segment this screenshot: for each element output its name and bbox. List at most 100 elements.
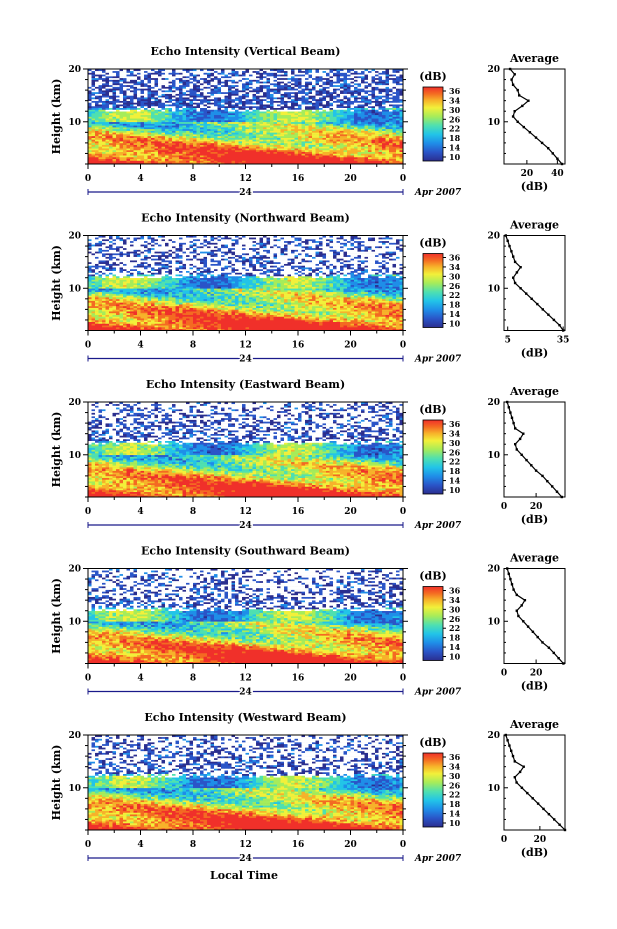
heatmap-cell bbox=[343, 118, 348, 121]
heatmap-cell bbox=[186, 100, 190, 103]
heatmap-cell bbox=[214, 156, 218, 160]
heatmap-cell bbox=[301, 135, 306, 138]
heatmap-cell bbox=[315, 127, 320, 130]
heatmap-cell bbox=[249, 74, 253, 77]
heatmap-cell bbox=[266, 132, 271, 135]
heatmap-cell bbox=[389, 100, 393, 103]
heatmap-cell bbox=[277, 84, 281, 87]
heatmap-cell bbox=[217, 111, 222, 114]
heatmap-cell bbox=[168, 102, 173, 105]
heatmap-cell bbox=[364, 79, 369, 82]
heatmap-cell bbox=[368, 98, 372, 101]
heatmap-cell bbox=[189, 77, 194, 80]
heatmap-cell bbox=[392, 151, 397, 154]
heatmap-cell bbox=[252, 142, 257, 145]
heatmap-cell bbox=[343, 134, 348, 137]
heatmap-cell bbox=[343, 86, 348, 89]
heatmap-cell bbox=[396, 121, 400, 124]
heatmap-cell bbox=[340, 155, 344, 158]
heatmap-cell bbox=[179, 116, 183, 119]
heatmap-cell bbox=[130, 107, 134, 110]
heatmap-cell bbox=[151, 151, 155, 154]
heatmap-cell bbox=[158, 114, 162, 117]
heatmap-cell bbox=[396, 144, 400, 147]
heatmap-cell bbox=[375, 139, 379, 142]
heatmap-cell bbox=[179, 95, 183, 98]
heatmap-cell bbox=[207, 141, 211, 144]
heatmap-cell bbox=[228, 120, 232, 123]
heatmap-cell bbox=[151, 328, 155, 331]
heatmap-cell bbox=[308, 74, 313, 77]
heatmap-cell bbox=[112, 127, 117, 130]
heatmap-cell bbox=[189, 139, 194, 142]
heatmap-cell bbox=[210, 111, 215, 114]
heatmap-cell bbox=[340, 107, 344, 110]
heatmap-cell bbox=[291, 160, 295, 163]
heatmap-cell bbox=[196, 76, 201, 79]
heatmap-cell bbox=[119, 151, 124, 154]
heatmap-cell bbox=[179, 114, 183, 117]
heatmap-cell bbox=[322, 93, 327, 96]
heatmap-cell bbox=[259, 151, 264, 154]
heatmap-cell bbox=[340, 70, 344, 73]
heatmap-cell bbox=[224, 70, 229, 73]
heatmap-cell bbox=[154, 90, 159, 93]
heatmap-cell bbox=[193, 95, 197, 98]
heatmap-cell bbox=[231, 97, 236, 100]
heatmap-cell bbox=[312, 111, 316, 114]
heatmap-cell bbox=[105, 109, 110, 112]
heatmap-cell bbox=[333, 118, 337, 121]
heatmap-cell bbox=[298, 98, 302, 101]
heatmap-cell bbox=[228, 151, 232, 154]
heatmap-cell bbox=[326, 127, 330, 130]
heatmap-cell bbox=[312, 135, 316, 138]
heatmap-cell bbox=[179, 90, 183, 93]
heatmap-cell bbox=[392, 88, 397, 91]
profile-point bbox=[518, 94, 521, 97]
heatmap-cell bbox=[308, 100, 313, 103]
heatmap-cell bbox=[123, 148, 127, 151]
heatmap-cell bbox=[172, 132, 176, 135]
heatmap-cell bbox=[140, 74, 145, 77]
heatmap-cell bbox=[203, 130, 208, 133]
heatmap-cell bbox=[112, 149, 117, 152]
heatmap-cell bbox=[284, 162, 288, 165]
heatmap-cell bbox=[361, 135, 365, 138]
heatmap-cell bbox=[389, 125, 393, 128]
heatmap-cell bbox=[88, 76, 92, 79]
heatmap-cell bbox=[133, 76, 138, 79]
heatmap-cell bbox=[137, 135, 141, 138]
heatmap-cell bbox=[221, 88, 225, 91]
heatmap-cell bbox=[154, 139, 159, 142]
heatmap-cell bbox=[130, 105, 134, 108]
heatmap-cell bbox=[95, 137, 99, 140]
heatmap-cell bbox=[172, 123, 176, 126]
heatmap-cell bbox=[235, 107, 239, 110]
heatmap-cell bbox=[119, 81, 124, 84]
heatmap-cell bbox=[200, 105, 204, 108]
heatmap-cell bbox=[270, 132, 274, 135]
heatmap-cell bbox=[196, 93, 201, 96]
heatmap-cell bbox=[196, 128, 201, 131]
heatmap-cell bbox=[357, 135, 362, 138]
heatmap-cell bbox=[308, 91, 313, 94]
heatmap-cell bbox=[116, 72, 120, 75]
heatmap-cell bbox=[214, 102, 218, 105]
heatmap-cell bbox=[277, 118, 281, 121]
heatmap-cell bbox=[256, 132, 260, 135]
heatmap-cell bbox=[144, 118, 148, 121]
heatmap-cell bbox=[88, 111, 92, 114]
heatmap-cell bbox=[158, 121, 162, 124]
heatmap-cell bbox=[378, 112, 383, 116]
heatmap-cell bbox=[88, 69, 92, 72]
heatmap-cell bbox=[228, 104, 232, 107]
heatmap-cell bbox=[354, 135, 358, 138]
heatmap-cell bbox=[235, 128, 239, 131]
heatmap-cell bbox=[396, 76, 400, 79]
heatmap-cell bbox=[231, 77, 236, 80]
heatmap-cell bbox=[298, 95, 302, 98]
heatmap-cell bbox=[270, 91, 274, 94]
heatmap-cell bbox=[228, 137, 232, 140]
heatmap-cell bbox=[91, 91, 96, 94]
heatmap-cell bbox=[378, 121, 383, 124]
